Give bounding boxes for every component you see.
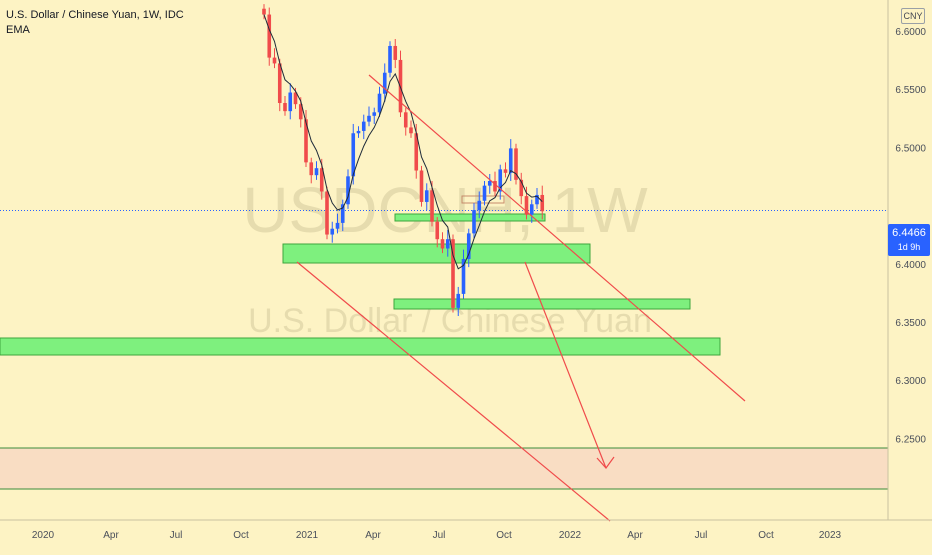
candle-body[interactable]: [482, 185, 487, 201]
sell-zone-band[interactable]: [0, 448, 888, 489]
candle-body[interactable]: [493, 180, 497, 192]
candle-body[interactable]: [388, 45, 392, 73]
watermark-symbol: USDCNH, 1W: [242, 174, 648, 246]
candle-body[interactable]: [503, 169, 508, 173]
candle-body[interactable]: [435, 221, 440, 240]
time-tick-label: Apr: [365, 530, 381, 541]
chart-legend: U.S. Dollar / Chinese Yuan, 1W, IDC EMA: [6, 8, 184, 38]
candle-body[interactable]: [440, 239, 445, 249]
candle-body[interactable]: [293, 92, 298, 105]
ema-line[interactable]: [263, 14, 543, 270]
price-tick-label: 6.3000: [895, 376, 926, 387]
price-tick-label: 6.4000: [895, 260, 926, 271]
last-price-tag: 6.4466 1d 9h: [888, 224, 930, 256]
time-tick-label: Jul: [170, 530, 183, 541]
candle-body[interactable]: [414, 133, 419, 171]
candle-body[interactable]: [298, 104, 303, 120]
time-tick-label: 2023: [819, 530, 842, 541]
bar-countdown: 1d 9h: [897, 242, 921, 252]
time-tick-label: Jul: [433, 530, 446, 541]
candle-body[interactable]: [419, 170, 424, 202]
price-tick-label: 6.5500: [895, 85, 926, 96]
candle-body[interactable]: [430, 190, 434, 222]
candle-body[interactable]: [335, 222, 340, 229]
candle-body[interactable]: [424, 190, 429, 202]
candle-body[interactable]: [314, 168, 319, 176]
time-tick-label: Apr: [103, 530, 119, 541]
candle-body[interactable]: [524, 196, 529, 215]
projection-arrow-shaft[interactable]: [524, 261, 607, 469]
time-tick-label: Oct: [496, 530, 512, 541]
candle-body[interactable]: [514, 148, 518, 180]
candle-body[interactable]: [508, 148, 513, 173]
candle-body[interactable]: [325, 191, 329, 235]
candle-body[interactable]: [456, 293, 461, 308]
price-tick-label: 6.6000: [895, 27, 926, 38]
demand-zone-4[interactable]: [0, 337, 721, 356]
candle-body[interactable]: [535, 194, 539, 205]
demand-zone-2[interactable]: [282, 243, 591, 264]
candle-body[interactable]: [351, 133, 356, 177]
candle-body[interactable]: [461, 258, 466, 294]
candle-body[interactable]: [377, 93, 382, 113]
candle-body[interactable]: [304, 119, 308, 163]
candle-body[interactable]: [309, 162, 314, 176]
candle-body[interactable]: [372, 112, 377, 116]
price-tick-label: 6.3500: [895, 318, 926, 329]
candle-body[interactable]: [367, 115, 371, 122]
time-tick-label: Jul: [695, 530, 708, 541]
candle-body[interactable]: [272, 57, 277, 64]
price-tick-label: 6.5000: [895, 143, 926, 154]
candle-body[interactable]: [283, 103, 287, 112]
candle-body[interactable]: [540, 194, 545, 212]
candle-body[interactable]: [445, 239, 450, 249]
candle-body[interactable]: [477, 200, 482, 211]
candle-body[interactable]: [487, 180, 492, 186]
candle-body[interactable]: [356, 130, 361, 134]
upper-trendline[interactable]: [368, 74, 746, 402]
time-tick-label: 2022: [559, 530, 582, 541]
price-tick-label: 6.2500: [895, 434, 926, 445]
projection-arrow-head[interactable]: [596, 456, 615, 469]
lower-trendline[interactable]: [296, 261, 611, 522]
candle-body[interactable]: [267, 14, 272, 58]
candle-body[interactable]: [403, 112, 408, 128]
last-price-value: 6.4466: [892, 227, 926, 239]
indicator-label[interactable]: EMA: [6, 24, 30, 36]
time-tick-label: Oct: [233, 530, 249, 541]
candle-body[interactable]: [277, 63, 282, 104]
time-tick-label: Oct: [758, 530, 774, 541]
candle-body[interactable]: [262, 8, 266, 15]
candle-body[interactable]: [382, 72, 387, 94]
candle-body[interactable]: [340, 204, 345, 223]
candle-body[interactable]: [472, 210, 476, 234]
price-axis-panel: [888, 0, 932, 550]
time-tick-label: 2021: [296, 530, 319, 541]
time-tick-label: Apr: [627, 530, 643, 541]
currency-badge[interactable]: CNY: [901, 8, 925, 24]
demand-zone-1[interactable]: [394, 213, 546, 222]
candle-body[interactable]: [409, 127, 413, 134]
candle-body[interactable]: [529, 204, 534, 215]
candle-body[interactable]: [346, 176, 350, 205]
candle-body[interactable]: [466, 233, 471, 259]
candle-body[interactable]: [451, 239, 455, 308]
symbol-title[interactable]: U.S. Dollar / Chinese Yuan, 1W, IDC: [6, 9, 184, 21]
candle-body[interactable]: [498, 169, 503, 192]
candle-body[interactable]: [288, 92, 293, 112]
candle-body[interactable]: [393, 45, 398, 60]
time-tick-label: 2020: [32, 530, 55, 541]
candle-body[interactable]: [330, 228, 335, 235]
candle-body[interactable]: [319, 168, 324, 192]
candle-body[interactable]: [361, 121, 366, 131]
candle-body[interactable]: [519, 179, 524, 197]
